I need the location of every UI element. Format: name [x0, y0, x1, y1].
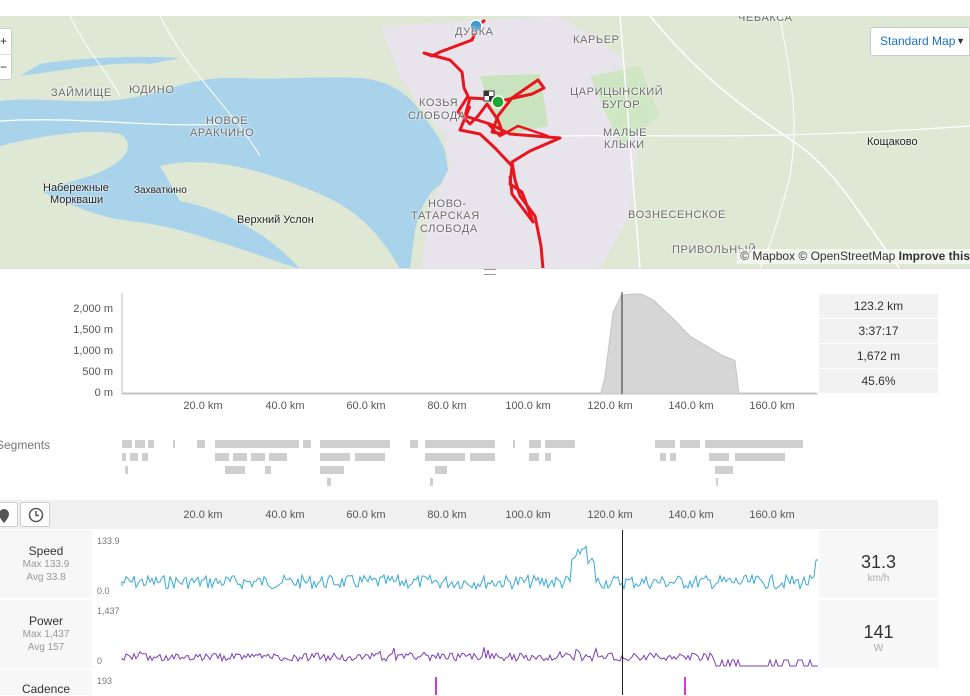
map-label-kozya-sloboda: СЛОБОДА	[408, 110, 466, 122]
attribution-improve-link[interactable]: Improve this	[898, 249, 970, 263]
map-label-zakhvatkino: Захваткино	[134, 185, 187, 196]
speed-unit: km/h	[867, 573, 890, 584]
elevation-x-tick: 80.0 km	[427, 400, 467, 412]
speed-value: 31.3	[860, 552, 897, 572]
elevation-x-tick: 20.0 km	[183, 400, 223, 412]
map-label-morkvashi: Моркваши	[50, 194, 104, 206]
speed-row-label[interactable]: Speed Max 133.9 Avg 33.8	[0, 530, 92, 598]
stat-distance: 123.2 km	[819, 294, 938, 318]
elevation-x-tick: 60.0 km	[346, 400, 386, 412]
stat-time: 3:37:17	[819, 319, 938, 343]
elevation-y-tick: 1,000 m	[73, 345, 113, 357]
analysis-x-tick: 20.0 km	[183, 509, 223, 521]
map-pin-icon	[0, 509, 9, 523]
zoom-out-button[interactable]: −	[0, 54, 11, 79]
elevation-profile	[121, 293, 817, 395]
map-type-label: Standard Map	[880, 34, 956, 48]
cadence-name: Cadence	[21, 682, 71, 696]
map-label-naberezhnye: Набережные	[43, 182, 109, 194]
map-label-chebaksa: ЧЕБАКСА	[738, 16, 793, 24]
elevation-y-tick: 1,500 m	[73, 324, 113, 336]
elevation-chart[interactable]	[115, 290, 820, 402]
map-label-koshchakovo: Кощаково	[867, 136, 918, 148]
elevation-x-tick: 40.0 km	[265, 400, 305, 412]
zoom-in-button[interactable]: +	[0, 34, 7, 48]
map-label-privolny: ПРИВОЛЬНЫЙ	[672, 244, 757, 256]
power-value-panel: 141 W	[819, 600, 938, 668]
segments-label: Segments	[0, 438, 51, 452]
map-label-klyki: КЛЫКИ	[604, 139, 645, 151]
analysis-header	[0, 500, 938, 529]
power-row-label[interactable]: Power Max 1,437 Avg 157	[0, 600, 92, 668]
map-zoom-control: + −	[0, 28, 12, 80]
map-label-bugor: БУГОР	[602, 99, 641, 111]
time-toggle-button[interactable]	[20, 502, 50, 527]
power-series	[121, 646, 818, 668]
map-label-malye: МАЛЫЕ	[603, 127, 648, 139]
power-max: Max 1,437	[22, 629, 70, 640]
stat-grade: 45.6%	[819, 369, 938, 393]
map-label-novoe: НОВОЕ	[205, 115, 249, 127]
power-avg: Avg 157	[27, 642, 65, 653]
analysis-x-tick: 160.0 km	[749, 509, 795, 521]
elevation-y-tick: 2,000 m	[73, 303, 113, 315]
power-value: 141	[863, 622, 894, 642]
attribution-mapbox[interactable]: © Mapbox	[740, 249, 796, 263]
cadence-ymax: 193	[97, 676, 113, 686]
power-unit: W	[873, 643, 884, 654]
analysis-x-tick: 140.0 km	[668, 509, 714, 521]
map-label-zaimishche: ЗАЙМИЩЕ	[51, 87, 112, 99]
cadence-chart[interactable]	[115, 670, 820, 695]
elevation-y-tick: 500 m	[82, 366, 113, 378]
speed-avg: Avg 33.8	[26, 572, 66, 583]
elevation-x-tick: 120.0 km	[587, 400, 633, 412]
power-name: Power	[28, 614, 63, 628]
map-canvas	[0, 16, 970, 268]
map-label-karyer: КАРЬЕР	[573, 34, 620, 46]
power-ymax: 1,437	[97, 606, 120, 616]
speed-max: Max 133.9	[22, 559, 70, 570]
analysis-x-tick: 120.0 km	[587, 509, 633, 521]
map-label-yudino: ЮДИНО	[129, 84, 175, 96]
map-label-kozya: КОЗЬЯ	[419, 97, 459, 109]
stat-elevation: 1,672 m	[819, 344, 938, 368]
route-map[interactable]: ЧЕБАКСА ДУБКА КАРЬЕР ЗАЙМИЩЕ ЮДИНО НОВОЕ…	[0, 16, 970, 269]
analysis-x-tick: 40.0 km	[265, 509, 305, 521]
map-resize-handle[interactable]	[484, 269, 496, 275]
elevation-x-tick: 160.0 km	[749, 400, 795, 412]
chevron-down-icon: ▼	[956, 36, 965, 46]
power-chart[interactable]	[115, 600, 820, 668]
clock-icon	[28, 507, 44, 523]
analysis-x-tick: 60.0 km	[346, 509, 386, 521]
cadence-row-label[interactable]: Cadence	[0, 670, 92, 696]
speed-series	[121, 545, 818, 591]
map-label-arakchino: АРАКЧИНО	[190, 127, 255, 139]
speed-ymin: 0.0	[97, 586, 110, 596]
elevation-x-tick: 140.0 km	[668, 400, 714, 412]
analysis-x-tick: 80.0 km	[427, 509, 467, 521]
elevation-y-tick: 0 m	[94, 387, 113, 399]
speed-ymax: 133.9	[97, 536, 120, 546]
analysis-x-tick: 100.0 km	[505, 509, 551, 521]
map-label-novo: НОВО-	[428, 198, 467, 210]
map-label-voznesenskoe: ВОЗНЕСЕНСКОЕ	[628, 209, 726, 221]
attribution-osm[interactable]: © OpenStreetMap	[798, 249, 896, 263]
analysis-cursor-line	[622, 530, 623, 695]
speed-value-panel: 31.3 km/h	[819, 530, 938, 598]
map-label-novotat-sloboda: СЛОБОДА	[420, 223, 478, 235]
map-label-dubka: ДУБКА	[455, 26, 494, 38]
segments-track[interactable]	[115, 438, 820, 488]
map-pin-button[interactable]	[0, 502, 18, 527]
map-label-tatarskaya: ТАТАРСКАЯ	[411, 210, 480, 222]
power-ymin: 0	[97, 656, 103, 666]
speed-name: Speed	[28, 544, 64, 558]
speed-chart[interactable]	[115, 530, 820, 598]
map-attribution: © Mapbox © OpenStreetMap Improve this	[737, 249, 970, 264]
map-label-verkhny-uslon: Верхний Услон	[237, 214, 314, 226]
map-label-tsaritsyno: ЦАРИЦЫНСКИЙ	[570, 86, 664, 98]
elevation-x-tick: 100.0 km	[505, 400, 551, 412]
map-type-select[interactable]: Standard Map ▼	[870, 27, 970, 56]
